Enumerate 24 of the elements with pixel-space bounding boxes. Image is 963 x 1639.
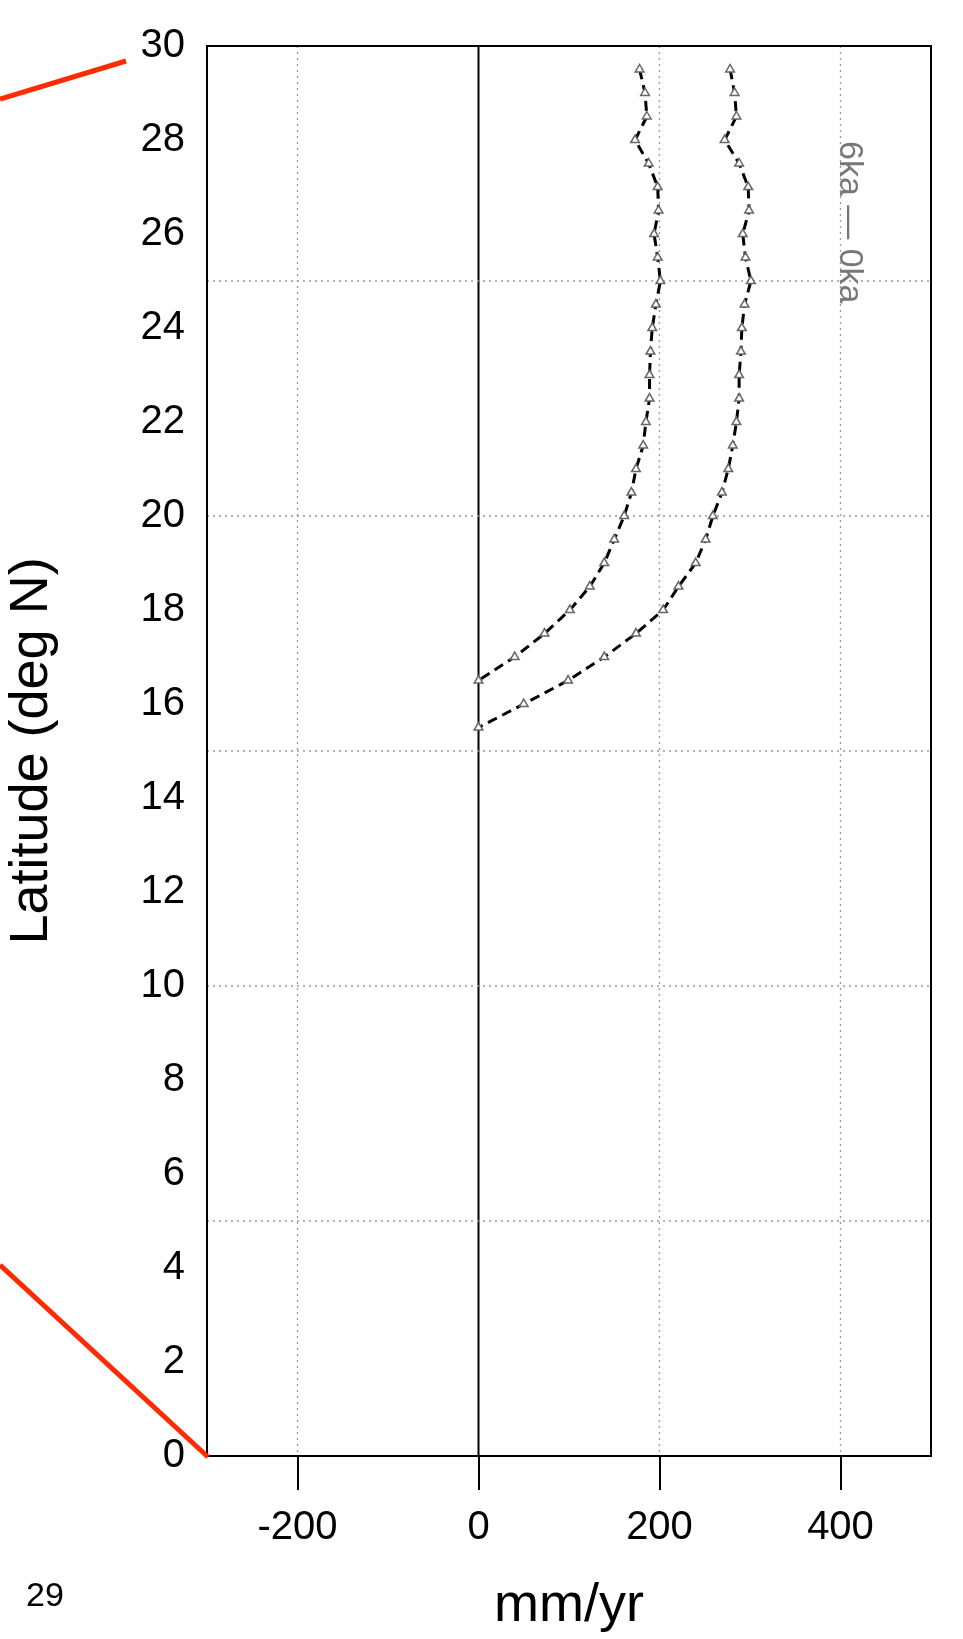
- y-tick-label: 10: [140, 961, 185, 1006]
- y-tick-label: 4: [162, 1243, 185, 1288]
- annotation: 6ka — 0ka: [832, 141, 871, 304]
- x-tick-label: 0: [467, 1503, 490, 1548]
- y-tick-label: 6: [162, 1149, 185, 1194]
- y-tick-label: 12: [140, 867, 185, 912]
- y-tick-label: 2: [162, 1337, 185, 1382]
- y-tick-label: 24: [140, 303, 185, 348]
- y-tick-label: 22: [140, 397, 185, 442]
- y-tick-label: 14: [140, 773, 185, 818]
- y-tick-label: 18: [140, 585, 185, 630]
- y-tick-label: 0: [162, 1431, 185, 1476]
- y-tick-label: 16: [140, 679, 185, 724]
- y-tick-label: 26: [140, 209, 185, 254]
- text: 29: [26, 1575, 64, 1614]
- y-tick-label: 20: [140, 491, 185, 536]
- x-tick-label: -200: [257, 1503, 338, 1548]
- y-tick-label: 30: [140, 21, 185, 66]
- x-axis-title: mm/yr: [494, 1572, 644, 1633]
- x-tick-label: 400: [807, 1503, 874, 1548]
- x-tick-label: 200: [626, 1503, 693, 1548]
- y-tick-label: 28: [140, 115, 185, 160]
- y-tick-label: 8: [162, 1055, 185, 1100]
- y-axis-title: Latitude (deg N): [0, 557, 59, 945]
